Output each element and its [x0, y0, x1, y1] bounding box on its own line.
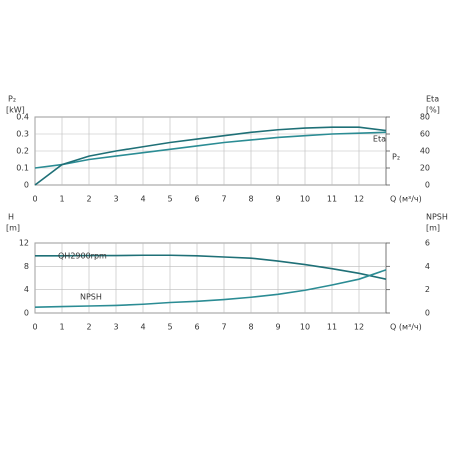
y-tick-label: 0.2: [16, 147, 29, 156]
y2-tick-label: 6: [425, 239, 430, 248]
x-tick-label: 0: [32, 195, 37, 204]
x-tick-label: 3: [113, 323, 118, 332]
series-label: QH2900rpm: [58, 252, 107, 261]
y2-tick-label: 4: [425, 262, 430, 271]
x-tick-label: 9: [275, 195, 280, 204]
x-tick-label: 10: [300, 323, 310, 332]
y-tick-label: 12: [19, 239, 29, 248]
x-tick-label: 12: [354, 323, 364, 332]
y-axis-label: H: [8, 213, 14, 222]
x-tick-label: 7: [221, 195, 226, 204]
x-tick-label: 6: [194, 323, 199, 332]
y2-axis-unit: [m]: [426, 224, 440, 233]
series-line: [34, 131, 387, 169]
y-tick-label: 0: [24, 181, 29, 190]
y2-tick-label: 80: [420, 113, 430, 122]
y2-axis-unit: [%]: [426, 106, 440, 115]
y-tick-label: 0.3: [16, 130, 29, 139]
x-tick-label: 0: [32, 323, 37, 332]
x-tick-label: 7: [221, 323, 226, 332]
series-line: [35, 254, 387, 280]
y2-tick-label: 40: [420, 147, 430, 156]
x-axis-label: Q (м³/ч): [390, 195, 422, 204]
y-tick-label: 0.4: [16, 113, 29, 122]
x-tick-label: 2: [86, 323, 91, 332]
x-tick-label: 9: [275, 323, 280, 332]
x-tick-label: 4: [140, 323, 145, 332]
x-tick-label: 11: [327, 323, 337, 332]
x-tick-label: 5: [167, 195, 172, 204]
x-tick-label: 11: [327, 195, 337, 204]
x-tick-label: 5: [167, 323, 172, 332]
y-axis-label: P₂: [8, 95, 16, 104]
y-tick-label: 4: [24, 285, 29, 294]
y-axis-unit: [m]: [6, 224, 20, 233]
y2-tick-label: 60: [420, 130, 430, 139]
y-tick-label: 0.1: [16, 164, 29, 173]
y-tick-label: 8: [24, 262, 29, 271]
x-tick-label: 1: [59, 195, 64, 204]
x-tick-label: 2: [86, 195, 91, 204]
y2-tick-label: 0: [425, 181, 430, 190]
x-tick-label: 3: [113, 195, 118, 204]
y2-tick-label: 20: [420, 164, 430, 173]
series-label: P₂: [392, 153, 400, 162]
x-tick-label: 10: [300, 195, 310, 204]
series-label: NPSH: [80, 293, 102, 302]
y-axis-unit: [kW]: [6, 106, 25, 115]
series-line: [34, 269, 387, 308]
x-tick-label: 1: [59, 323, 64, 332]
y2-axis-label: NPSH: [426, 213, 448, 222]
y-tick-label: 0: [24, 309, 29, 318]
x-tick-label: 6: [194, 195, 199, 204]
x-axis-label: Q (м³/ч): [390, 323, 422, 332]
series-line: [34, 126, 387, 186]
y2-axis-label: Eta: [426, 95, 439, 104]
y2-tick-label: 0: [425, 309, 430, 318]
y2-tick-label: 2: [425, 285, 430, 294]
x-tick-label: 8: [248, 195, 253, 204]
series-label: Eta: [373, 135, 386, 144]
x-tick-label: 4: [140, 195, 145, 204]
x-tick-label: 12: [354, 195, 364, 204]
x-tick-label: 8: [248, 323, 253, 332]
